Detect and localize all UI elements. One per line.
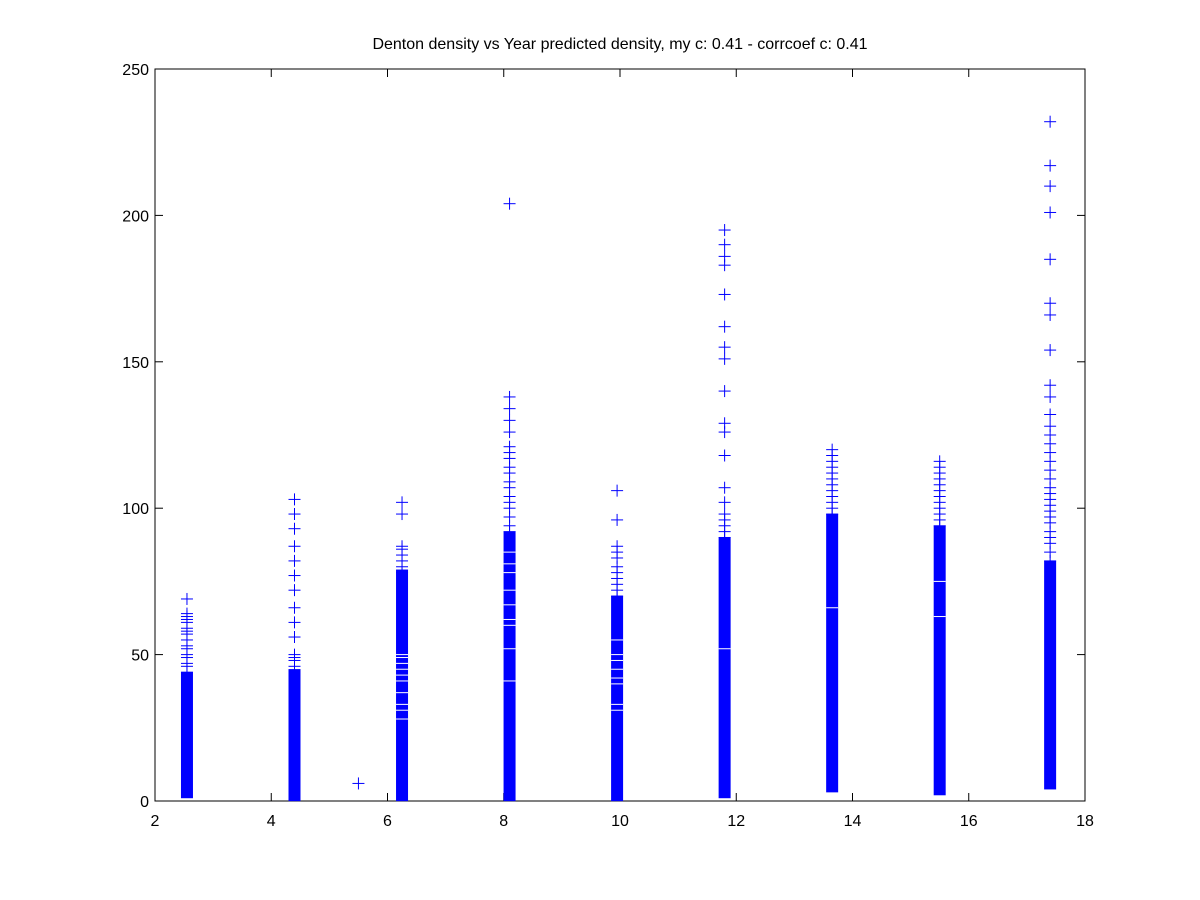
x-tick-label: 14 [844,813,862,830]
data-point [180,607,193,620]
x-tick-label: 8 [499,813,508,830]
data-point [611,513,624,526]
data-point [396,540,409,553]
x-tick-label: 12 [727,813,745,830]
dense-point-cluster [180,672,193,799]
data-point [288,522,301,535]
data-point [503,426,516,439]
data-point [1044,308,1057,321]
data-point [1044,408,1057,421]
dense-point-cluster [611,595,624,802]
dense-point-cluster [503,531,516,802]
data-point [611,484,624,497]
data-point [288,569,301,582]
y-tick-label: 0 [140,794,149,811]
data-point [1044,253,1057,266]
data-point [503,402,516,415]
y-tick-label: 50 [131,648,149,665]
data-point [718,449,731,462]
data-point [718,238,731,251]
data-point [288,584,301,597]
data-point [352,777,365,790]
data-point [503,414,516,427]
data-point [396,508,409,521]
data-point [288,616,301,629]
y-tick-label: 250 [122,62,149,79]
x-tick-label: 16 [960,813,978,830]
data-point [288,601,301,614]
data-point [503,440,516,453]
dense-point-cluster [933,525,946,796]
y-tick-label: 150 [122,355,149,372]
data-point [288,508,301,521]
data-point [718,417,731,430]
x-tick-label: 18 [1076,813,1094,830]
data-point [180,592,193,605]
data-point [1044,206,1057,219]
data-point [718,341,731,354]
data-point [1044,344,1057,357]
x-tick-label: 10 [611,813,629,830]
data-point [1044,297,1057,310]
chart-title: Denton density vs Year predicted density… [372,36,868,53]
data-point [933,455,946,468]
data-point [288,554,301,567]
data-point [611,540,624,553]
x-tick-label: 2 [151,813,160,830]
data-point [718,496,731,509]
dense-point-cluster [826,513,839,793]
data-point [826,443,839,456]
data-point [396,496,409,509]
data-point [1044,420,1057,433]
dense-point-cluster [396,569,409,802]
dense-point-cluster [288,669,301,802]
data-point [1044,180,1057,193]
y-tick-label: 100 [122,501,149,518]
data-point [718,250,731,263]
data-point [718,288,731,301]
data-point [718,508,731,521]
data-point [718,352,731,365]
dense-point-cluster [1044,560,1057,790]
x-tick-label: 4 [267,813,276,830]
data-point [288,631,301,644]
data-point [1044,390,1057,403]
data-point [718,385,731,398]
data-point [503,197,516,210]
data-point [1044,159,1057,172]
data-point [288,648,301,661]
data-point [718,481,731,494]
dense-point-cluster [718,537,731,799]
data-point [718,320,731,333]
data-point [288,540,301,553]
data-point [1044,115,1057,128]
data-point [503,390,516,403]
data-point [718,224,731,237]
data-point [288,493,301,506]
data-point [1044,379,1057,392]
x-tick-label: 6 [383,813,392,830]
y-tick-label: 200 [122,208,149,225]
